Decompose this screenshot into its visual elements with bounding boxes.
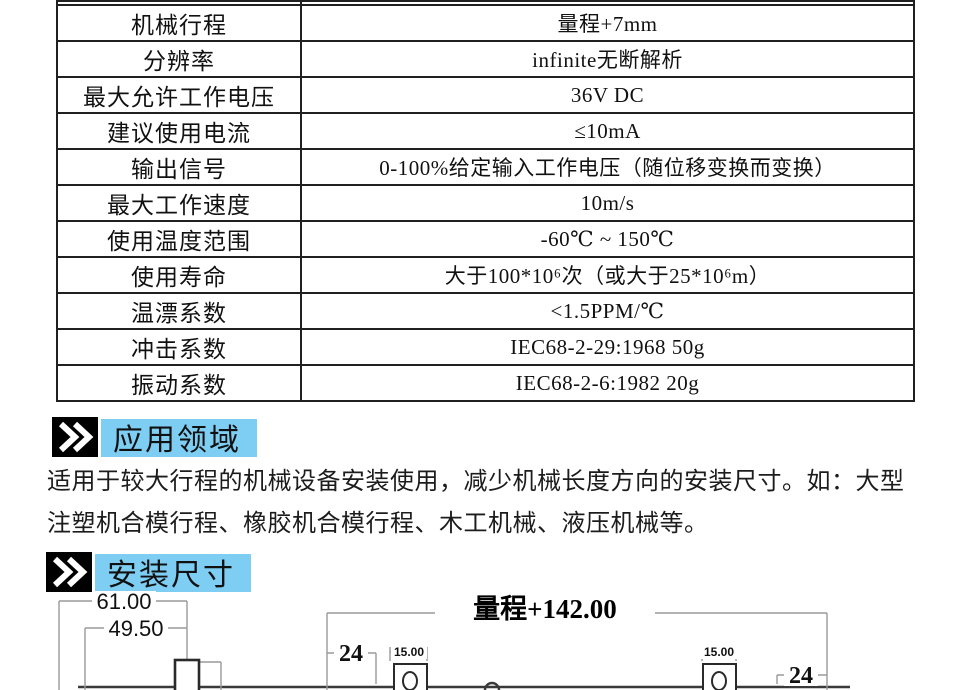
spec-value: 0-100%给定输入工作电压（随位移变换而变换） bbox=[300, 148, 915, 186]
table-row: 温漂系数 <1.5PPM/℃ bbox=[56, 292, 915, 330]
spec-label: 最大工作速度 bbox=[56, 184, 302, 222]
spec-value: ≤10mA bbox=[300, 112, 915, 150]
spec-label: 振动系数 bbox=[56, 364, 302, 402]
spec-label: 分辨率 bbox=[56, 40, 302, 78]
dim-61: 61.00 bbox=[96, 590, 151, 614]
dim-range: 量程+142.00 bbox=[473, 594, 617, 624]
table-row: 使用寿命 大于100*10⁶次（或大于25*10⁶m） bbox=[56, 256, 915, 294]
spec-value: 大于100*10⁶次（或大于25*10⁶m） bbox=[300, 256, 915, 294]
table-row: 输出信号 0-100%给定输入工作电压（随位移变换而变换） bbox=[56, 148, 915, 186]
section-header-installation: 安装尺寸 bbox=[46, 552, 251, 592]
application-description: 适用于较大行程的机械设备安装使用，减少机械长度方向的安装尺寸。如：大型注塑机合模… bbox=[47, 468, 905, 537]
spec-label: 使用温度范围 bbox=[56, 220, 302, 258]
section-title-application: 应用领域 bbox=[101, 419, 257, 457]
spec-value: 量程+7mm bbox=[300, 4, 915, 42]
dim-49-50: 49.50 bbox=[108, 616, 163, 641]
spec-label: 建议使用电流 bbox=[56, 112, 302, 150]
spec-label: 机械行程 bbox=[56, 4, 302, 42]
dim-24-right: 24 bbox=[789, 663, 813, 689]
dim-24-left: 24 bbox=[339, 641, 363, 667]
spec-value: 36V DC bbox=[300, 76, 915, 114]
table-row: 最大工作速度 10m/s bbox=[56, 184, 915, 222]
dim-15-right: 15.00 bbox=[704, 645, 734, 659]
spec-value: IEC68-2-29:1968 50g bbox=[300, 328, 915, 366]
dim-15-left: 15.00 bbox=[394, 645, 424, 659]
table-row: 冲击系数 IEC68-2-29:1968 50g bbox=[56, 328, 915, 366]
table-row: 使用温度范围 -60℃ ~ 150℃ bbox=[56, 220, 915, 258]
spec-label: 使用寿命 bbox=[56, 256, 302, 294]
spec-value: <1.5PPM/℃ bbox=[300, 292, 915, 330]
spec-label bbox=[56, 0, 302, 6]
table-row: 机械行程 量程+7mm bbox=[56, 4, 915, 42]
table-row: 最大允许工作电压 36V DC bbox=[56, 76, 915, 114]
section-header-application: 应用领域 bbox=[52, 417, 257, 457]
table-row: 建议使用电流 ≤10mA bbox=[56, 112, 915, 150]
spec-value: IEC68-2-6:1982 20g bbox=[300, 364, 915, 402]
spec-table: 机械行程 量程+7mm 分辨率 infinite无断解析 最大允许工作电压 36V DC 建… bbox=[56, 0, 915, 402]
installation-drawing: 61.00 49.50 量程+142.00 24 15.00 15.00 bbox=[58, 590, 850, 690]
spec-value: infinite无断解析 bbox=[300, 40, 915, 78]
spec-label: 最大允许工作电压 bbox=[56, 76, 302, 114]
spec-table-body: 机械行程 量程+7mm 分辨率 infinite无断解析 最大允许工作电压 36V DC 建… bbox=[56, 0, 915, 402]
table-row: 振动系数 IEC68-2-6:1982 20g bbox=[56, 364, 915, 402]
section-title-installation: 安装尺寸 bbox=[95, 554, 251, 592]
table-row: 分辨率 infinite无断解析 bbox=[56, 40, 915, 78]
table-row-partial bbox=[56, 0, 915, 6]
spec-value: 10m/s bbox=[300, 184, 915, 222]
spec-label: 温漂系数 bbox=[56, 292, 302, 330]
double-chevron-icon bbox=[46, 552, 92, 592]
spec-value bbox=[300, 0, 915, 6]
double-chevron-icon bbox=[52, 417, 98, 457]
spec-label: 冲击系数 bbox=[56, 328, 302, 366]
spec-label: 输出信号 bbox=[56, 148, 302, 186]
spec-value: -60℃ ~ 150℃ bbox=[300, 220, 915, 258]
